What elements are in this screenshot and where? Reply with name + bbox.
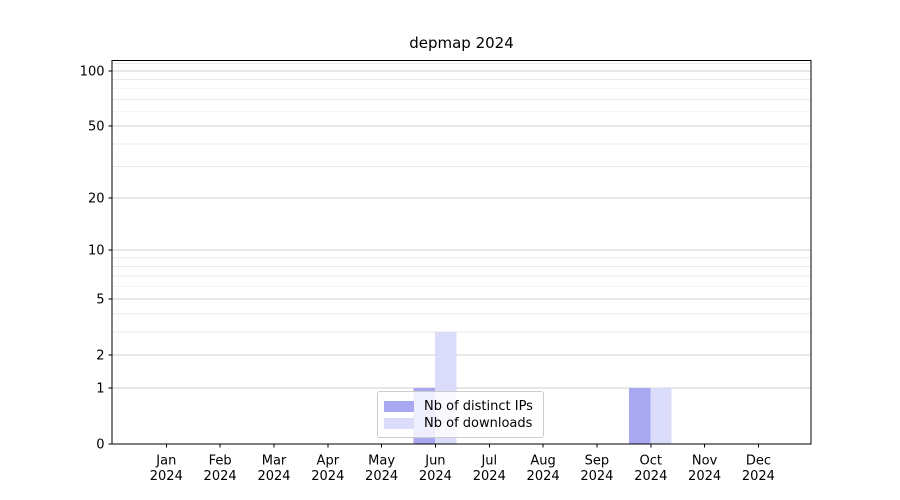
legend: Nb of distinct IPs Nb of downloads [377,391,544,438]
y-tick-label: 100 [80,65,105,80]
x-tick-label-month: Jun [424,454,445,469]
x-tick-label-month: Jul [480,454,497,469]
x-tick-label-month: Jan [155,454,176,469]
x-tick-label-year: 2024 [204,469,237,484]
x-tick-label-month: May [368,454,395,469]
x-tick-label-month: Dec [746,454,771,469]
x-tick-label-month: Mar [262,454,287,469]
x-tick-label-month: Nov [692,454,718,469]
x-tick-label-year: 2024 [311,469,344,484]
x-tick-label-year: 2024 [419,469,452,484]
x-tick-label-year: 2024 [742,469,775,484]
x-tick-label-month: Apr [317,454,340,469]
x-tick-label-year: 2024 [634,469,667,484]
y-tick-label: 20 [88,191,105,206]
legend-item-distinct-ips: Nb of distinct IPs [384,400,543,413]
x-tick-label-month: Oct [640,454,662,469]
bar-nb-of-distinct-ips-oct [628,388,651,444]
y-tick-label: 50 [88,120,105,135]
x-tick-label-year: 2024 [688,469,721,484]
y-tick-label: 10 [88,244,105,259]
x-tick-label-year: 2024 [473,469,506,484]
x-tick-label-year: 2024 [150,469,183,484]
chart-title: depmap 2024 [409,34,514,52]
legend-swatch-downloads [384,417,414,429]
x-tick-label-year: 2024 [365,469,398,484]
legend-item-downloads: Nb of downloads [384,417,543,430]
x-tick-label-month: Sep [585,454,610,469]
x-tick-label-year: 2024 [527,469,560,484]
y-tick-label: 1 [96,382,104,397]
y-tick-label: 5 [96,293,104,308]
bar-nb-of-downloads-oct [650,388,672,444]
x-tick-label-year: 2024 [580,469,613,484]
y-tick-label: 2 [96,349,104,364]
x-tick-label-month: Aug [530,454,555,469]
plot-border [111,60,812,445]
legend-swatch-distinct-ips [384,400,414,412]
x-tick-label-month: Feb [209,454,232,469]
legend-label-distinct-ips: Nb of distinct IPs [424,398,533,414]
legend-label-downloads: Nb of downloads [424,415,533,431]
y-tick-label: 0 [96,438,104,453]
x-tick-label-year: 2024 [257,469,290,484]
